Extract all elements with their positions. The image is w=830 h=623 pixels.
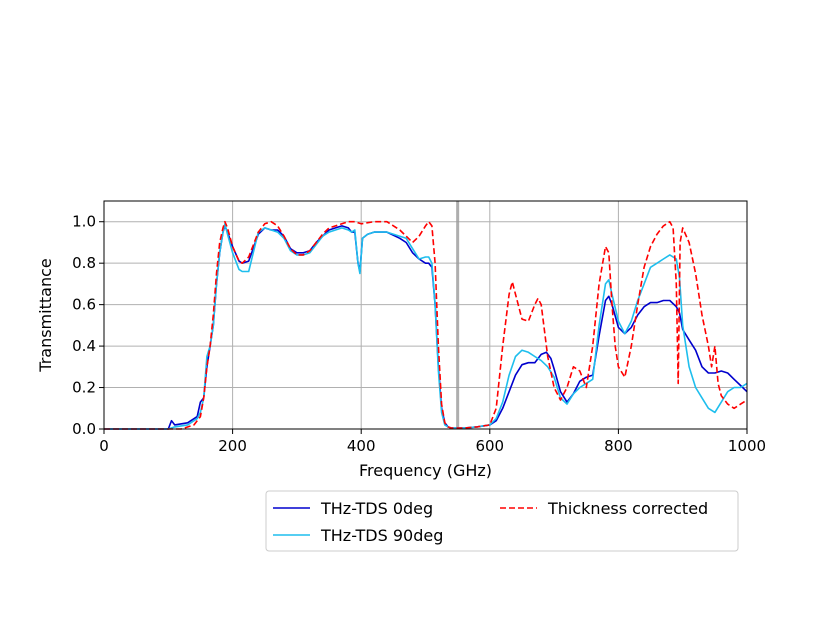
y-tick-label: 1.0 <box>72 213 96 231</box>
legend-box <box>265 490 739 552</box>
x-axis-label: Frequency (GHz) <box>359 461 492 480</box>
x-tick-label: 0 <box>99 437 109 455</box>
y-tick-label: 0.0 <box>72 420 96 438</box>
series-layer <box>104 220 748 430</box>
x-tick-label: 400 <box>347 437 376 455</box>
grid-layer <box>103 201 748 430</box>
x-tick-label: 200 <box>218 437 247 455</box>
legend-label-3: Thickness corrected <box>547 499 708 518</box>
tick-layer: 0 200 400 600 800 1000 0.0 0.2 0.4 0.6 0.8 1.0 <box>72 213 766 455</box>
series-line-2 <box>104 223 748 430</box>
plot-frame <box>103 200 748 430</box>
x-tick-label: 1000 <box>728 437 766 455</box>
legend-label-1: THz-TDS 0deg <box>320 499 433 518</box>
y-tick-label: 0.6 <box>72 296 96 314</box>
legend: THz-TDS 0deg THz-TDS 90deg Thickness corre… <box>265 490 739 552</box>
y-tick-label: 0.4 <box>72 337 96 355</box>
x-tick-label: 600 <box>475 437 504 455</box>
y-tick-label: 0.2 <box>72 379 96 397</box>
y-tick-label: 0.8 <box>72 254 96 272</box>
legend-label-2: THz-TDS 90deg <box>320 526 443 545</box>
y-axis-label: Transmittance <box>36 258 55 372</box>
series-line-3 <box>104 220 748 430</box>
x-tick-label: 800 <box>604 437 633 455</box>
